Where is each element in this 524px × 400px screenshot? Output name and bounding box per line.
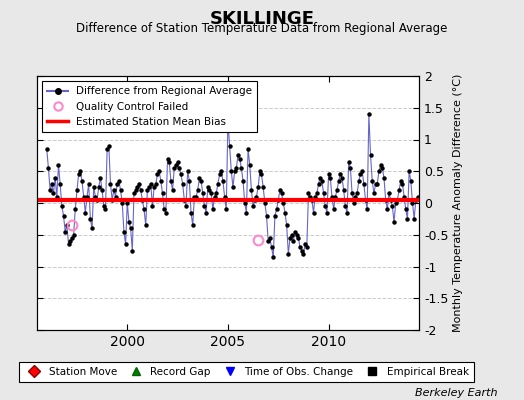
Text: Berkeley Earth: Berkeley Earth <box>416 388 498 398</box>
Y-axis label: Monthly Temperature Anomaly Difference (°C): Monthly Temperature Anomaly Difference (… <box>453 74 463 332</box>
Text: Difference of Station Temperature Data from Regional Average: Difference of Station Temperature Data f… <box>77 22 447 35</box>
Legend: Difference from Regional Average, Quality Control Failed, Estimated Station Mean: Difference from Regional Average, Qualit… <box>42 81 257 132</box>
Text: SKILLINGE: SKILLINGE <box>210 10 314 28</box>
Legend: Station Move, Record Gap, Time of Obs. Change, Empirical Break: Station Move, Record Gap, Time of Obs. C… <box>19 362 474 382</box>
